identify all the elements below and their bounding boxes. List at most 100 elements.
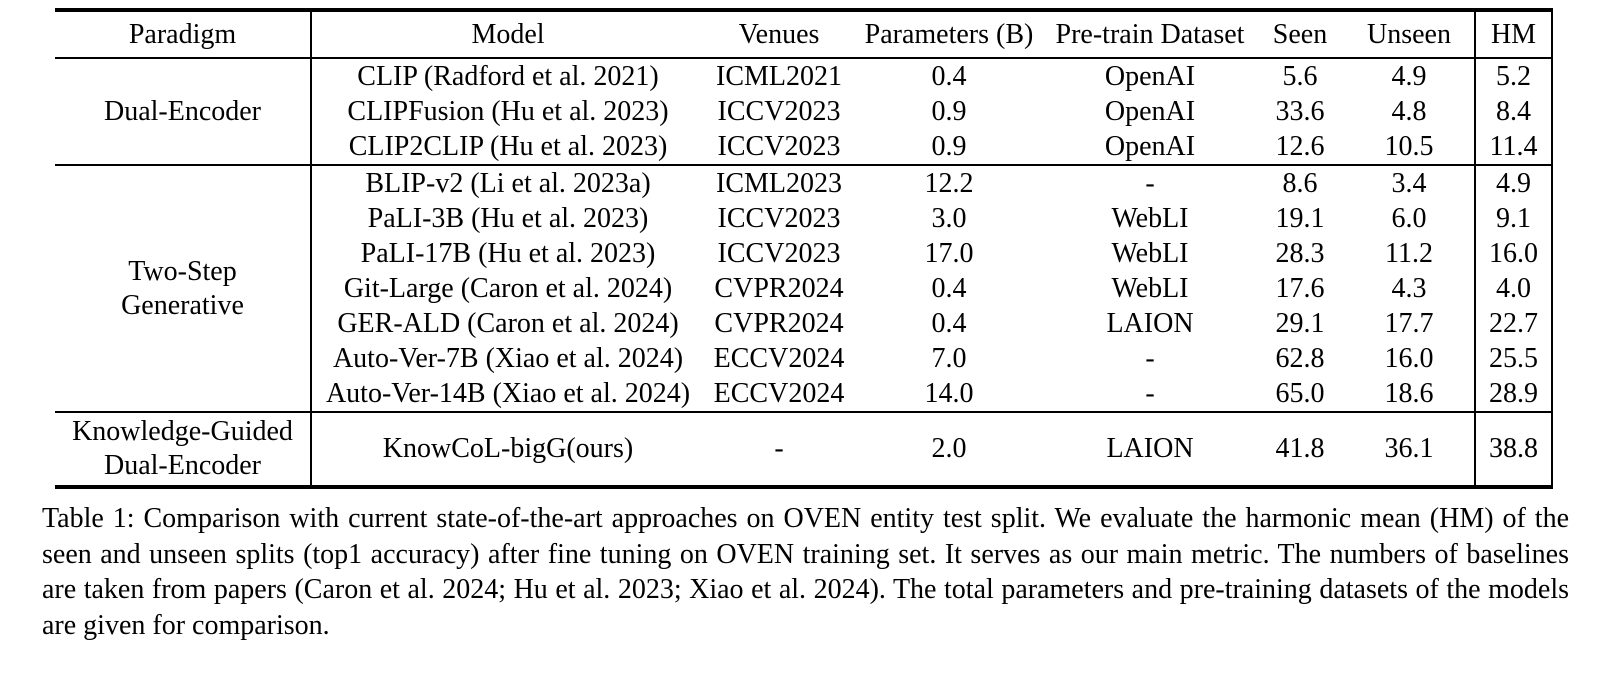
seen-cell: 17.6 xyxy=(1275,272,1325,304)
col-header-paradigm: Paradigm xyxy=(55,10,311,59)
results-table: Paradigm Model Venues Parameters (B) Pre-tra… xyxy=(55,8,1553,489)
venue-cell: ECCV2024 xyxy=(713,342,845,374)
dataset-cell: LAION xyxy=(1106,433,1194,464)
params-cell: 12.2 xyxy=(924,167,974,199)
venue-cell: CVPR2024 xyxy=(714,307,844,339)
model-cell: CLIPFusion (Hu et al. 2023) xyxy=(310,94,704,129)
seen-cell: 33.6 xyxy=(1275,95,1325,127)
venue-cell: ICML2021 xyxy=(716,60,842,92)
group-1: Two-Step Generative BLIP-v2 (Li et al. 202… xyxy=(55,165,1553,412)
table-row: Two-Step Generative BLIP-v2 (Li et al. 202… xyxy=(55,165,1553,321)
seen-cell: 5.6 xyxy=(1282,60,1318,92)
table-header: Paradigm Model Venues Parameters (B) Pre-tra… xyxy=(55,10,1553,59)
table-row: PaLI-3B (Hu et al. 2023) ICCV2023 3.0 WebLI… xyxy=(55,201,1553,236)
params-cell: 0.9 xyxy=(931,95,967,127)
seen-cell: 12.6 xyxy=(1275,130,1325,162)
hm-cell: 9.1 xyxy=(1474,201,1553,236)
dataset-cell: WebLI xyxy=(1111,272,1189,304)
dataset-cell: OpenAI xyxy=(1104,95,1196,127)
dataset-cell: WebLI xyxy=(1111,237,1189,269)
seen-cell: 19.1 xyxy=(1275,202,1325,234)
table-row: Auto-Ver-7B (Xiao et al. 2024) ECCV2024 7.… xyxy=(55,341,1553,376)
params-cell: 0.4 xyxy=(931,307,967,339)
seen-cell: 8.6 xyxy=(1282,167,1318,199)
hm-cell: 16.0 xyxy=(1474,236,1553,271)
hm-cell: 5.2 xyxy=(1474,58,1553,94)
venue-cell: - xyxy=(774,433,784,464)
dataset-cell: LAION xyxy=(1106,307,1194,339)
venue-cell: ICML2023 xyxy=(716,167,842,199)
paradigm-cell: Two-Step Generative xyxy=(55,165,311,412)
params-cell: 17.0 xyxy=(924,237,974,269)
table-caption: Table 1: Comparison with current state-o… xyxy=(42,503,1569,641)
seen-cell: 41.8 xyxy=(1275,433,1325,464)
model-cell: Git-Large (Caron et al. 2024) xyxy=(310,271,704,306)
unseen-cell: 17.7 xyxy=(1384,307,1434,339)
unseen-cell: 10.5 xyxy=(1384,130,1434,162)
paradigm-line: Dual-Encoder xyxy=(103,95,262,127)
hm-cell: 22.7 xyxy=(1474,306,1553,341)
table-row: Knowledge-Guided Dual-Encoder KnowCoL-bigG… xyxy=(55,412,1553,487)
model-cell: Auto-Ver-7B (Xiao et al. 2024) xyxy=(310,341,704,376)
col-header-unseen: Unseen xyxy=(1344,10,1475,59)
table-row: CLIP2CLIP (Hu et al. 2023) ICCV2023 0.9 Ope… xyxy=(55,129,1553,165)
params-cell: 2.0 xyxy=(931,433,967,464)
header-row: Paradigm Model Venues Parameters (B) Pre-tra… xyxy=(55,10,1553,59)
paradigm-line: Two-Step xyxy=(128,255,237,287)
dataset-cell: OpenAI xyxy=(1104,60,1196,92)
params-cell: 7.0 xyxy=(931,342,967,374)
model-cell: PaLI-3B (Hu et al. 2023) xyxy=(310,201,704,236)
table-row: Git-Large (Caron et al. 2024) CVPR2024 0.4… xyxy=(55,271,1553,306)
unseen-cell: 3.4 xyxy=(1391,167,1427,199)
params-cell: 3.0 xyxy=(931,202,967,234)
col-header-params: Parameters (B) xyxy=(854,10,1044,59)
model-cell: PaLI-17B (Hu et al. 2023) xyxy=(310,236,704,271)
dataset-cell: - xyxy=(1145,377,1155,409)
hm-cell: 25.5 xyxy=(1474,341,1553,376)
seen-cell: 62.8 xyxy=(1275,342,1325,374)
dataset-cell: OpenAI xyxy=(1104,130,1196,162)
paradigm-cell: Knowledge-Guided Dual-Encoder xyxy=(55,412,311,487)
params-cell: 0.4 xyxy=(931,60,967,92)
table-row: GER-ALD (Caron et al. 2024) CVPR2024 0.4 LA… xyxy=(55,306,1553,341)
unseen-cell: 16.0 xyxy=(1384,342,1434,374)
dataset-cell: WebLI xyxy=(1111,202,1189,234)
col-header-seen: Seen xyxy=(1256,10,1344,59)
hm-cell: 8.4 xyxy=(1474,94,1553,129)
unseen-cell: 4.9 xyxy=(1391,60,1427,92)
params-cell: 14.0 xyxy=(924,377,974,409)
hm-cell: 4.0 xyxy=(1474,271,1553,306)
seen-cell: 65.0 xyxy=(1275,377,1325,409)
dataset-cell: - xyxy=(1145,342,1155,374)
venue-cell: ICCV2023 xyxy=(717,202,841,234)
model-cell: CLIP (Radford et al. 2021) xyxy=(310,58,704,94)
col-header-venue: Venues xyxy=(704,10,854,59)
unseen-cell: 18.6 xyxy=(1384,377,1434,409)
model-cell: BLIP-v2 (Li et al. 2023a) xyxy=(310,165,704,201)
dataset-cell: - xyxy=(1145,167,1155,199)
seen-cell: 28.3 xyxy=(1275,237,1325,269)
model-cell: GER-ALD (Caron et al. 2024) xyxy=(310,306,704,341)
unseen-cell: 4.3 xyxy=(1391,272,1427,304)
hm-cell: 11.4 xyxy=(1474,129,1553,165)
group-2: Knowledge-Guided Dual-Encoder KnowCoL-bigG… xyxy=(55,412,1553,487)
unseen-cell: 4.8 xyxy=(1391,95,1427,127)
venue-cell: ICCV2023 xyxy=(717,237,841,269)
model-cell: CLIP2CLIP (Hu et al. 2023) xyxy=(310,129,704,165)
table-row: Dual-Encoder CLIP (Radford et al. 2021) IC… xyxy=(55,58,1553,127)
unseen-cell: 11.2 xyxy=(1385,237,1433,269)
seen-cell: 29.1 xyxy=(1275,307,1325,339)
paradigm-line: Knowledge-Guided xyxy=(72,416,293,447)
venue-cell: ICCV2023 xyxy=(717,95,841,127)
unseen-cell: 36.1 xyxy=(1384,433,1434,464)
model-cell: KnowCoL-bigG(ours) xyxy=(310,412,704,487)
col-header-dataset: Pre-train Dataset xyxy=(1044,10,1256,59)
table-row: Auto-Ver-14B (Xiao et al. 2024) ECCV2024 1… xyxy=(55,376,1553,412)
paradigm-line: Dual-Encoder xyxy=(103,450,262,481)
col-header-model: Model xyxy=(310,10,704,59)
hm-cell: 28.9 xyxy=(1474,376,1553,412)
venue-cell: ECCV2024 xyxy=(713,377,845,409)
paradigm-cell: Dual-Encoder xyxy=(55,58,311,165)
hm-cell: 4.9 xyxy=(1474,165,1553,201)
